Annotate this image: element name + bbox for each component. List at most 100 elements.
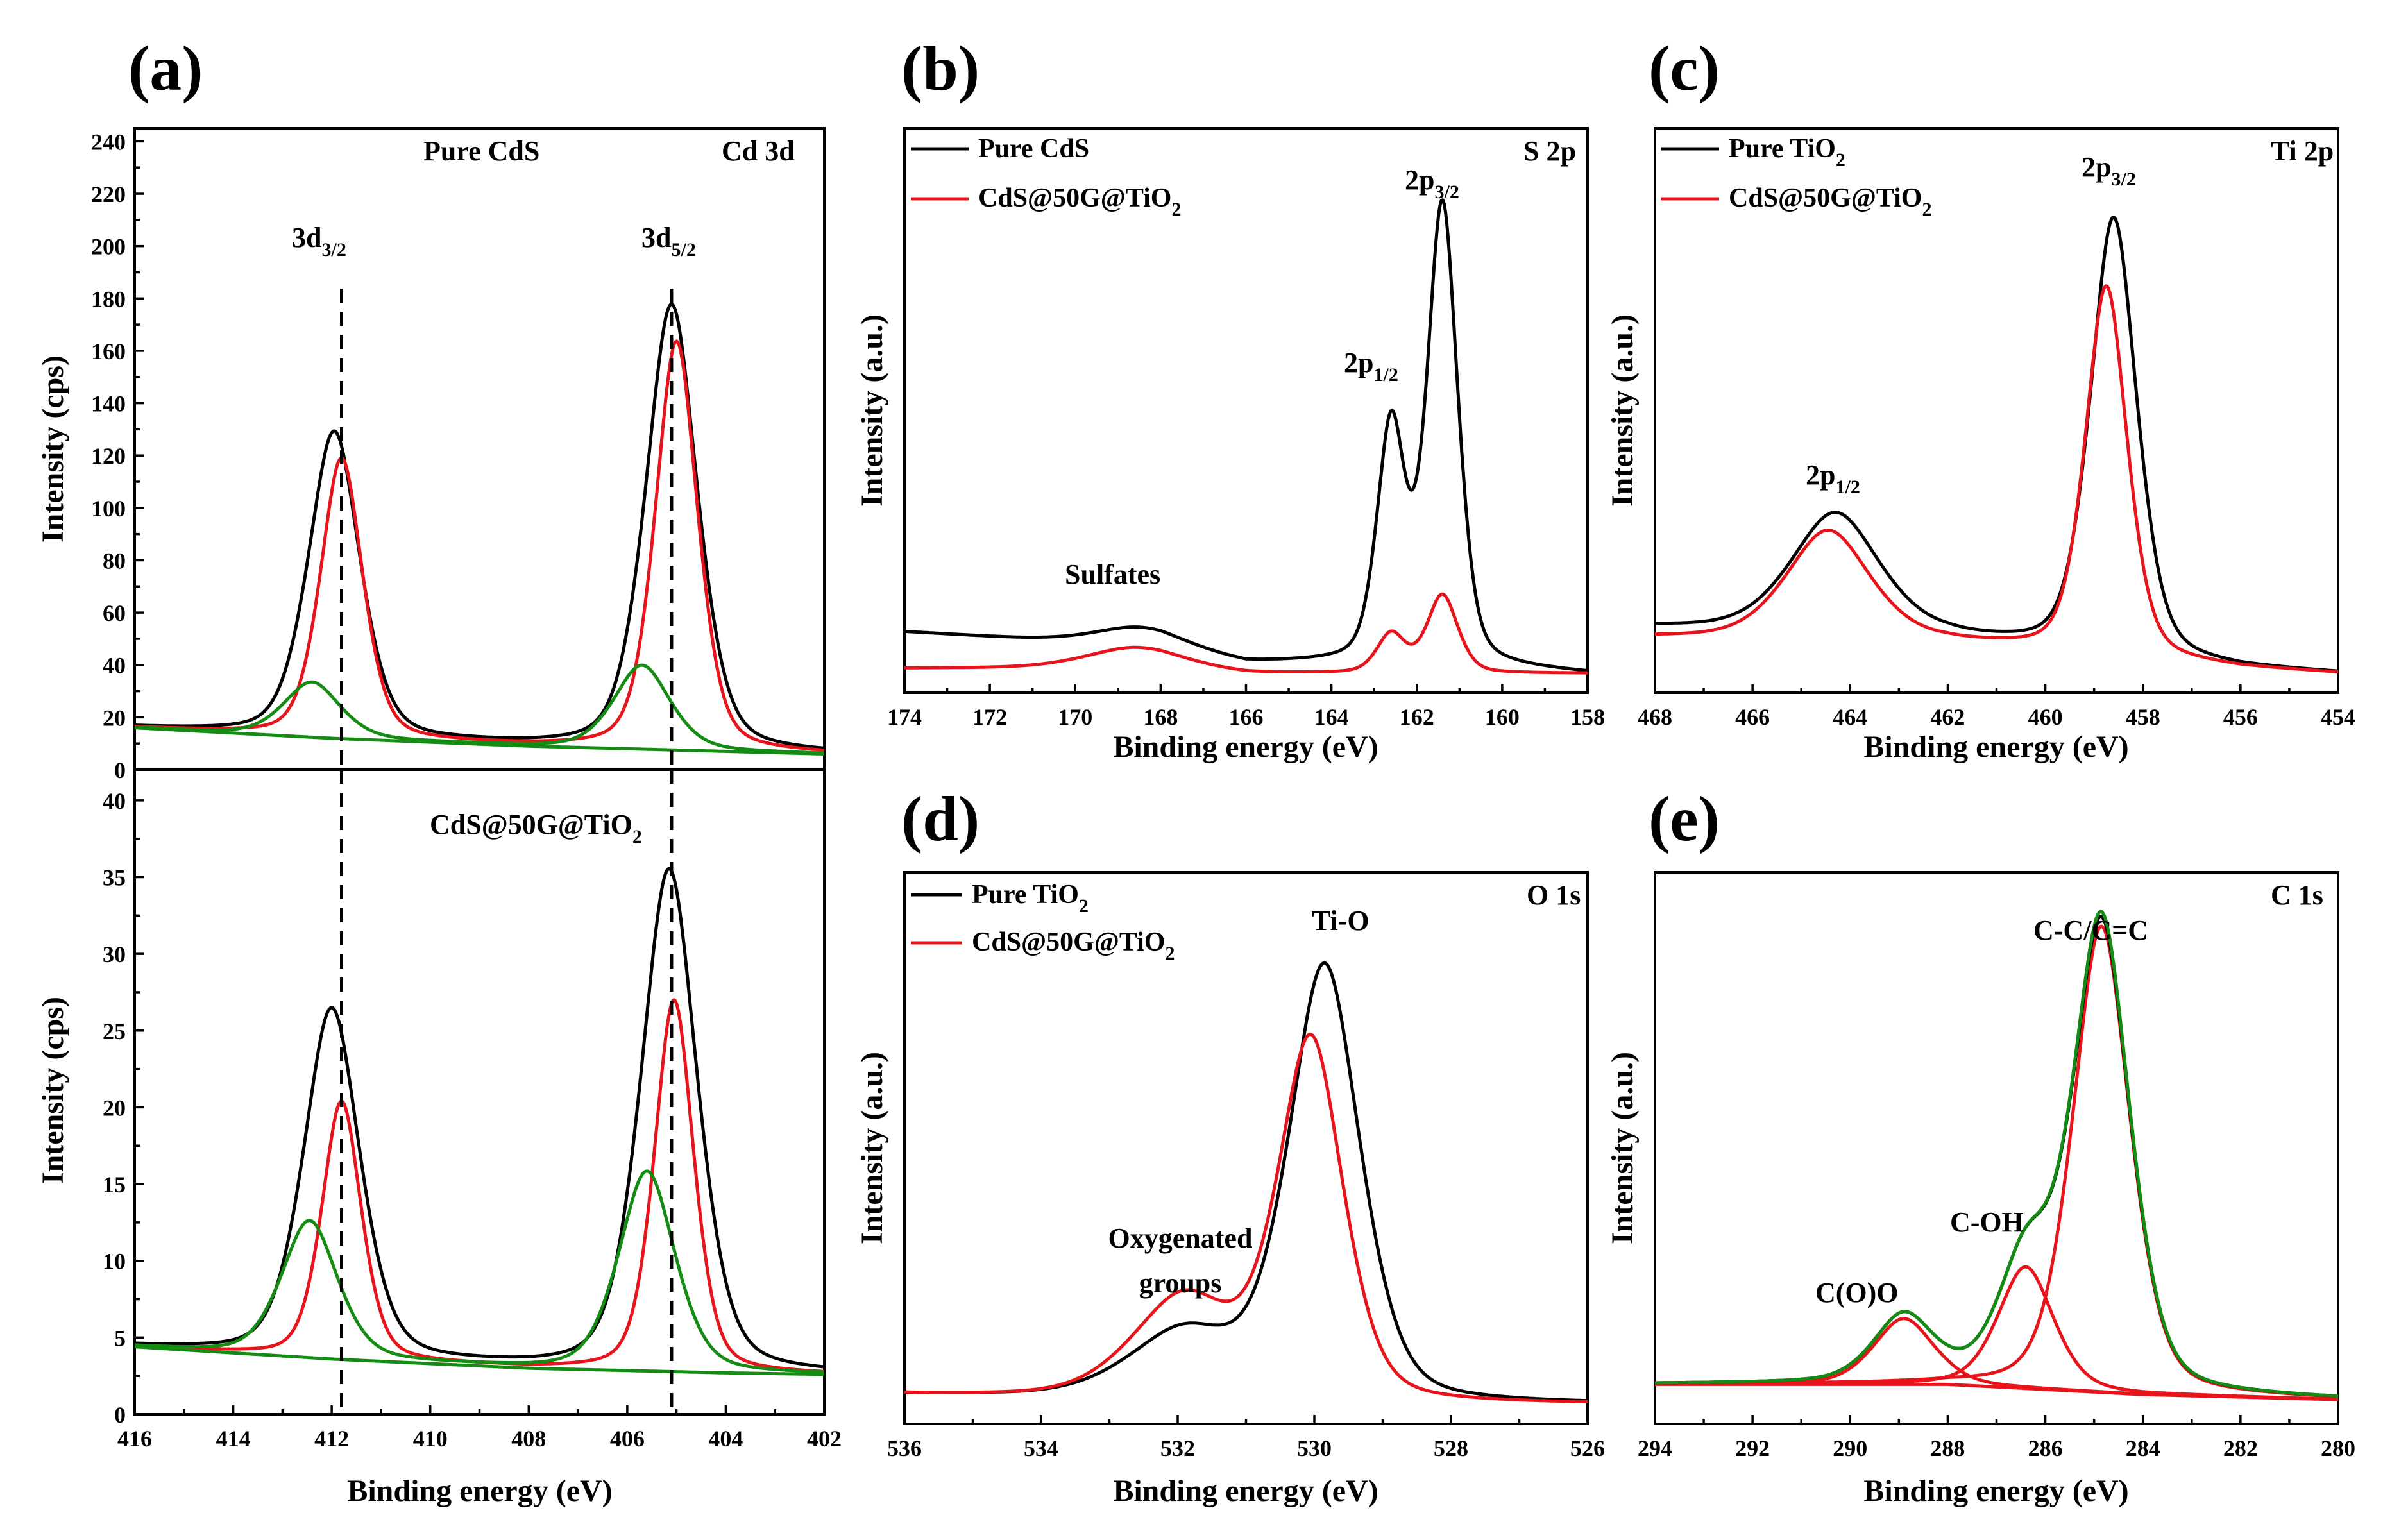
panel-a-bottom-ytick-label-2: 10 [103,1249,126,1274]
panel-d-peak-tio: Ti-O [1312,905,1370,936]
panel-e-xtick-label-3: 288 [1930,1435,1965,1461]
panel-c-series-0-line [1654,216,2339,673]
panel-a-top-ytick-label-12: 240 [91,129,126,155]
panel-e-xtick-label-0: 294 [1638,1435,1672,1461]
panel-a-top-series-0-line [134,302,825,750]
panel-d-xtick-label-1: 534 [1024,1435,1058,1461]
panel-b-peak-labels: 2p3/2 2p1/2 Sulfates [1065,164,1459,590]
panel-e: (e) 294 292 290 288 286 284 282 280 C 1s C-C/C=… [1606,783,2355,1508]
panel-c-curves [1654,216,2339,673]
panel-a-bottom-plot: 0 5 10 15 20 25 30 35 40 CdS@50G@TiO2 [103,768,826,1428]
panel-e-peak-coh: C-OH [1950,1206,2024,1238]
panel-a-xtick-label-5: 406 [610,1426,645,1451]
panel-b-xtick-label-8: 158 [1570,704,1605,730]
panel-b-corner-label: S 2p [1523,135,1576,167]
panel-b-legend-pure-cds: Pure CdS [978,134,1089,164]
panel-a-top-frame [133,127,826,771]
panel-a-xtick-label-4: 408 [511,1426,546,1451]
panel-c-xtick-label-1: 466 [1735,704,1770,730]
panel-d-xlabel: Binding energy (eV) [1113,1474,1378,1508]
panel-e-xtick-label-2: 290 [1833,1435,1867,1461]
panel-d-letter: (d) [901,783,979,854]
panel-a-top-ytick-label-6: 120 [91,443,126,469]
panel-a-top-ytick-label-9: 180 [91,286,126,312]
panel-a-bottom-ytick-label-3: 15 [103,1172,126,1197]
panel-a-top-dashed-lines [340,289,674,770]
panel-e-corner-label: C 1s [2271,879,2323,911]
panel-c-xtick-label-5: 458 [2126,704,2160,730]
panel-b-frame [903,127,1589,694]
panel-a-bottom-ytick-label-0: 0 [114,1402,126,1428]
panel-c-xtick-label-2: 464 [1833,704,1867,730]
panel-e-peak-cc: C-C/C=C [2033,915,2148,946]
panel-e-xticks: 294 292 290 288 286 284 282 280 [1638,1415,2355,1461]
panel-d-curves [904,961,1588,1403]
panel-c-xtick-label-3: 462 [1930,704,1965,730]
panel-a-corner-label: Cd 3d [722,135,795,167]
panel-c-corner-label: Ti 2p [2271,135,2334,167]
panel-a-bottom-yticks: 0 5 10 15 20 25 30 35 40 [103,788,144,1428]
panel-a-bottom-series-2-line [134,1169,825,1374]
panel-d-ylabel: Intensity (a.u.) [855,1052,889,1244]
panel-c-xtick-label-0: 468 [1638,704,1672,730]
panel-a-top-ytick-label-0: 0 [114,757,126,783]
panel-d: (d) 536 534 532 530 528 526 Pure TiO2 CdS@50G… [855,783,1605,1508]
panel-a-top-ytick-label-2: 40 [103,653,126,679]
panel-e-series-2-line [1654,1265,2339,1401]
panel-d-xtick-label-3: 530 [1297,1435,1332,1461]
panel-b-curves [904,198,1588,675]
panel-b-ylabel: Intensity (a.u.) [855,314,889,507]
panel-a-bottom-curves [134,867,825,1376]
panel-b-xtick-label-0: 174 [887,704,922,730]
panel-a-bottom-sample-label: CdS@50G@TiO2 [430,809,642,847]
panel-b-xtick-label-6: 162 [1400,704,1434,730]
panel-d-xtick-label-2: 532 [1160,1435,1195,1461]
panel-e-xtick-label-1: 292 [1735,1435,1770,1461]
panel-a-top-ytick-label-4: 80 [103,548,126,573]
panel-d-legend-composite: CdS@50G@TiO2 [972,927,1175,964]
panel-a-top-ytick-label-11: 220 [91,182,126,207]
panel-b-series-0-line [904,198,1588,672]
panel-b-xtick-label-1: 172 [972,704,1007,730]
panel-d-xtick-label-5: 526 [1570,1435,1605,1461]
panel-a-top-ytick-label-8: 160 [91,339,126,364]
panel-c-legend-composite: CdS@50G@TiO2 [1729,183,1931,220]
panel-e-xlabel: Binding energy (eV) [1863,1474,2128,1508]
panel-b-xtick-label-5: 164 [1314,704,1349,730]
panel-a-xtick-label-3: 410 [413,1426,448,1451]
panel-a-bottom-series-0-line [134,867,825,1369]
panel-a-top-sample-label: Pure CdS [423,135,539,167]
panel-a-top-ylabel: Intensity (cps) [36,355,70,543]
panel-b-xticks: 174 172 170 168 166 164 162 160 158 [887,684,1605,730]
panel-c-letter: (c) [1649,33,1720,104]
panel-a-bottom-series-3-line [134,1345,825,1376]
panel-e-series-5-line [1654,910,2339,1398]
panel-a-bottom-ytick-label-6: 30 [103,942,126,967]
panel-a-bottom-ytick-label-5: 25 [103,1019,126,1044]
panel-a-bottom-dashed-lines [340,770,674,1414]
panel-b: (b) 174 172 170 168 166 164 162 160 158 Pure CdS… [855,33,1605,764]
panel-b-peak-2p32: 2p3/2 [1405,164,1459,203]
panel-d-legend: Pure TiO2 CdS@50G@TiO2 [911,880,1175,964]
panel-d-peak-groups: groups [1139,1267,1222,1299]
panel-e-series-4-line [1654,915,2339,1398]
panel-a-top-ytick-label-5: 100 [91,496,126,521]
panel-c: (c) 468 466 464 462 460 458 456 454 Pure TiO2 C… [1606,33,2355,764]
panel-b-xtick-label-3: 168 [1143,704,1178,730]
panel-a-peak-label-3d32: 3d3/2 [292,222,346,260]
panel-e-xtick-label-5: 284 [2126,1435,2160,1461]
panel-a-bottom-ylabel: Intensity (cps) [36,997,70,1184]
panel-a-xticks: 416 414 412 410 408 406 404 402 [117,1405,842,1451]
panel-a-top-ytick-label-1: 20 [103,705,126,731]
panel-e-curves [1654,910,2339,1401]
panel-a-top-ytick-label-10: 200 [91,234,126,260]
panel-b-xtick-label-2: 170 [1058,704,1092,730]
panel-b-peak-2p12: 2p1/2 [1344,347,1398,385]
panel-c-peak-2p32: 2p3/2 [2082,151,2136,190]
panel-a-top-curves [134,302,825,756]
panel-a-bottom-ytick-label-8: 40 [103,788,126,814]
panel-e-xtick-label-7: 280 [2321,1435,2355,1461]
panel-d-corner-label: O 1s [1527,879,1581,911]
panel-a-xtick-label-0: 416 [117,1426,152,1451]
